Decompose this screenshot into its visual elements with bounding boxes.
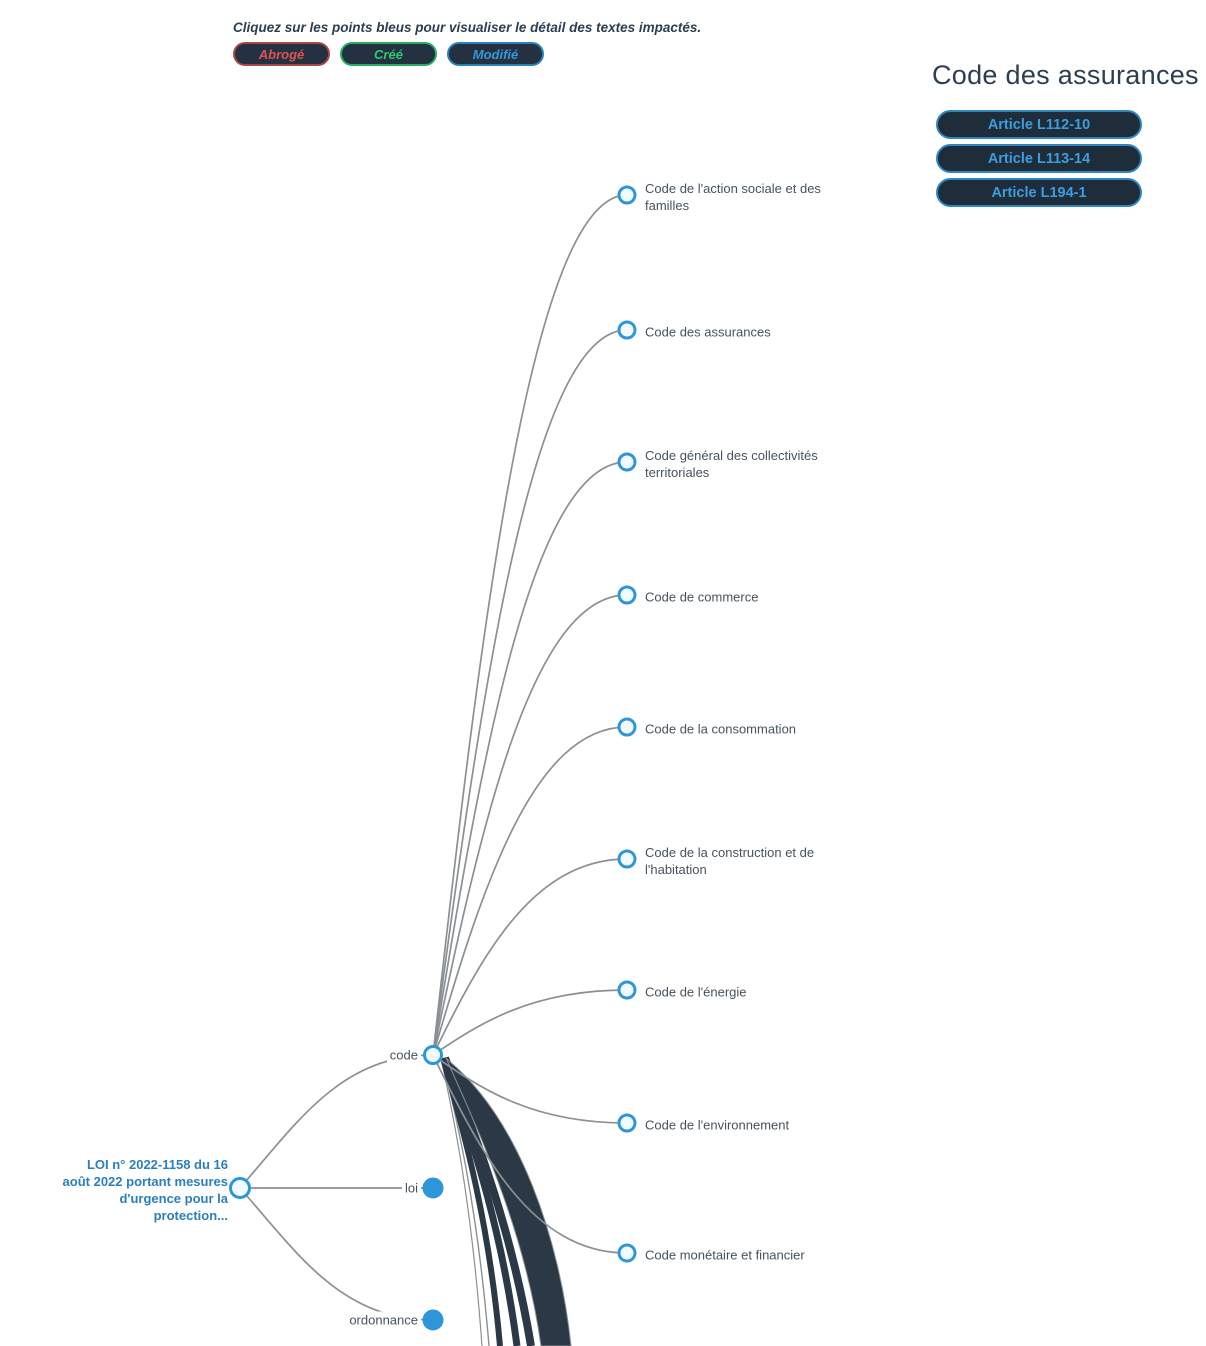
leaf-node-label: Code de l'action sociale et des familles	[645, 181, 821, 213]
tree-link	[432, 1054, 628, 1254]
tree-node-loi[interactable]	[422, 1177, 444, 1199]
tree-node-leaf[interactable]	[617, 320, 637, 340]
leaf-node-label: Code de l'environnement	[645, 1117, 790, 1133]
leaf-node-label: Code de la consommation	[645, 721, 797, 737]
tree-link	[432, 461, 628, 1056]
tree-node-code[interactable]	[423, 1045, 443, 1065]
tree-link	[432, 329, 628, 1056]
panel-title: Code des assurances	[932, 60, 1199, 90]
leaf-node-label: Code des assurances	[645, 324, 771, 340]
legend-modifie-button[interactable]: Modifié	[447, 42, 544, 66]
tree-node-root[interactable]	[229, 1177, 251, 1199]
leaf-node-label: Code de l'énergie	[645, 984, 747, 1000]
branch-node-label: loi	[401, 1179, 421, 1197]
branch-node-label: ordonnance	[346, 1311, 421, 1329]
root-node-label: LOI n° 2022-1158 du 16 août 2022 portant…	[62, 1157, 228, 1223]
tree-link	[239, 1054, 434, 1189]
tree-node-leaf[interactable]	[617, 849, 637, 869]
article-button-l194-1[interactable]: Article L194-1	[936, 178, 1142, 207]
tree-link	[432, 989, 628, 1056]
legend-abroge-button[interactable]: Abrogé	[233, 42, 330, 66]
tree-node-leaf[interactable]	[617, 1243, 637, 1263]
tree-link	[432, 726, 628, 1056]
branch-node-label: code	[386, 1046, 421, 1064]
leaf-node-label: Code monétaire et financier	[645, 1247, 805, 1263]
legend-cree-button[interactable]: Créé	[340, 42, 437, 66]
tree-link	[432, 858, 628, 1056]
tree-link	[432, 1054, 628, 1124]
tree-node-leaf[interactable]	[617, 585, 637, 605]
article-list: Article L112-10 Article L113-14 Article …	[936, 110, 1142, 207]
tree-node-leaf[interactable]	[617, 452, 637, 472]
article-button-l113-14[interactable]: Article L113-14	[936, 144, 1142, 173]
tree-node-leaf[interactable]	[617, 980, 637, 1000]
leaf-node-label: Code général des collectivités territori…	[645, 448, 818, 480]
tree-node-ordonnance[interactable]	[422, 1309, 444, 1331]
tree-link	[432, 194, 628, 1056]
leaf-node-label: Code de commerce	[645, 589, 759, 605]
tree-link	[432, 594, 628, 1056]
article-button-l112-10[interactable]: Article L112-10	[936, 110, 1142, 139]
tree-link	[239, 1187, 434, 1321]
tree-node-leaf[interactable]	[617, 1113, 637, 1133]
hidden-links-bundle	[441, 1056, 535, 1346]
leaf-node-label: Code de la construction et de l'habitati…	[645, 845, 815, 877]
instruction-text: Cliquez sur les points bleus pour visual…	[233, 20, 702, 35]
legend: Abrogé Créé Modifié	[233, 42, 544, 66]
tree-node-leaf[interactable]	[617, 717, 637, 737]
tree-node-leaf[interactable]	[617, 185, 637, 205]
